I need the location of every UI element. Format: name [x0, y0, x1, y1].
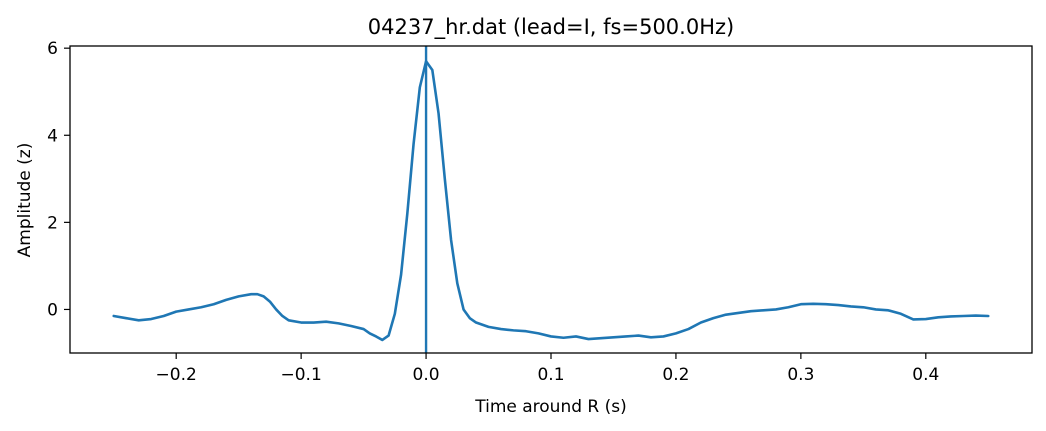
x-tick-label: −0.1 [280, 365, 321, 385]
plot-area: −0.2 −0.1 0.0 0.1 0.2 0.3 0.4 0 2 4 6 [47, 39, 1033, 385]
y-tick-label: 2 [47, 213, 58, 233]
x-tick-label: 0.3 [787, 365, 814, 385]
x-tick-label: 0.2 [662, 365, 689, 385]
x-axis-label: Time around R (s) [474, 397, 627, 417]
x-tick-label: 0.4 [912, 365, 939, 385]
axes-frame [69, 45, 1033, 354]
y-tick-label: 0 [47, 300, 58, 320]
y-tick-label: 6 [47, 39, 58, 59]
series-line-0 [112, 59, 990, 342]
y-axis-label: Amplitude (z) [15, 143, 35, 258]
x-tick-label: −0.2 [156, 365, 197, 385]
x-tick-label: 0.1 [537, 365, 564, 385]
x-tick-label: 0.0 [413, 365, 440, 385]
chart-title: 04237_hr.dat (lead=I, fs=500.0Hz) [368, 15, 734, 40]
y-tick-label: 4 [47, 126, 58, 146]
